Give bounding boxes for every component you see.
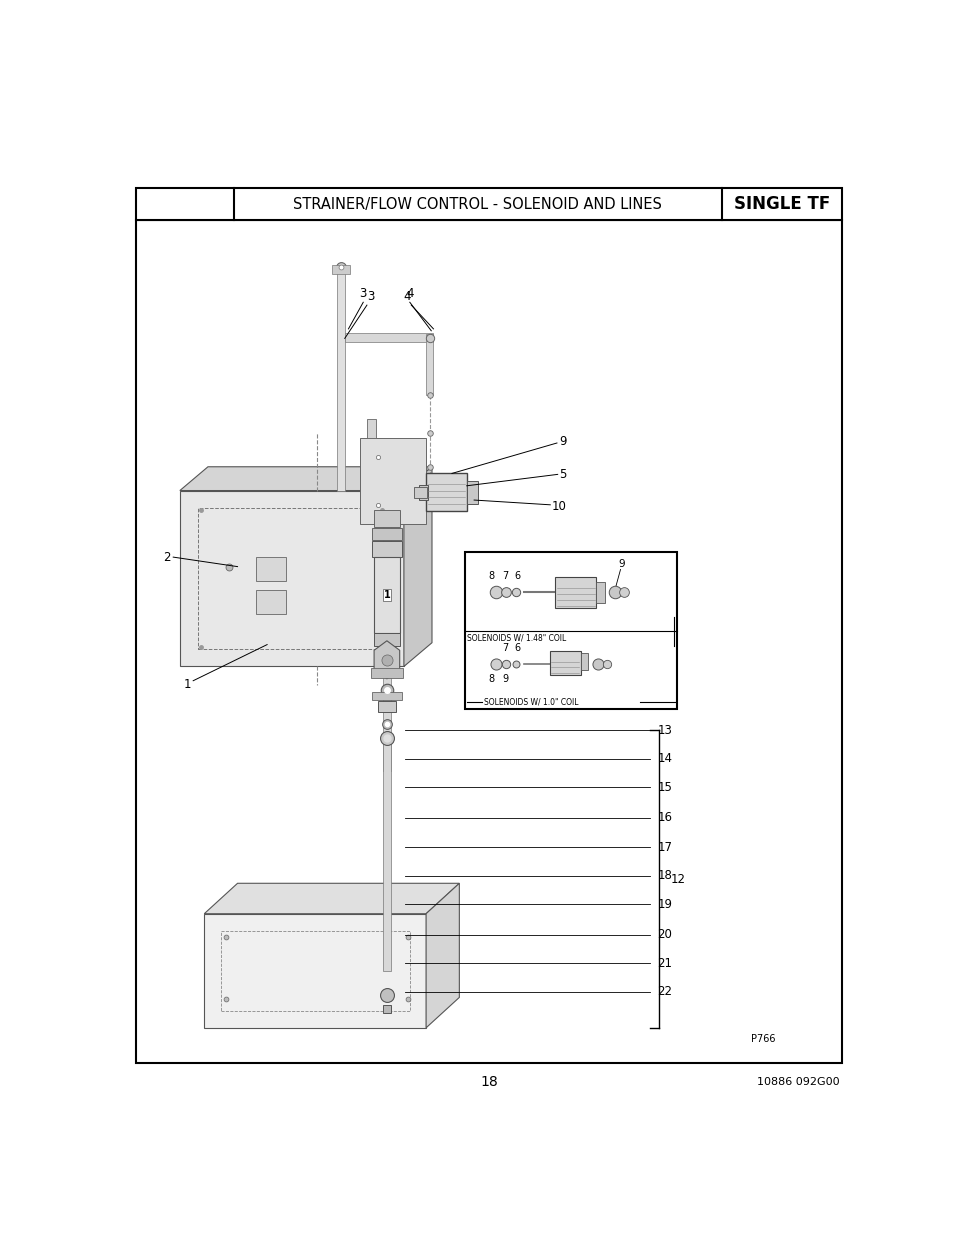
Bar: [359, 438, 426, 524]
Bar: [374, 557, 399, 634]
Text: 10886 092G00: 10886 092G00: [757, 1077, 840, 1087]
Bar: [426, 333, 433, 395]
Bar: [198, 508, 385, 650]
Bar: [413, 487, 426, 498]
Bar: [135, 188, 841, 221]
Text: 7: 7: [501, 571, 508, 580]
Polygon shape: [426, 883, 459, 1028]
Bar: [255, 590, 285, 614]
Bar: [180, 490, 403, 667]
Bar: [332, 266, 350, 274]
Bar: [255, 557, 285, 580]
Bar: [370, 668, 403, 678]
Text: 1: 1: [183, 678, 191, 692]
Text: 7: 7: [501, 643, 508, 653]
Text: 18: 18: [479, 1074, 497, 1089]
Text: 5: 5: [558, 468, 566, 480]
Text: 13: 13: [657, 724, 672, 737]
Bar: [372, 541, 401, 557]
Text: 9: 9: [618, 558, 624, 568]
Text: SOLENOIDS W/ 1.48" COIL: SOLENOIDS W/ 1.48" COIL: [466, 634, 565, 642]
Bar: [204, 914, 426, 1028]
Bar: [372, 527, 401, 540]
Bar: [383, 742, 390, 971]
Text: 14: 14: [657, 752, 672, 766]
Text: SINGLE TF: SINGLE TF: [733, 195, 829, 214]
Bar: [596, 582, 604, 603]
Bar: [372, 692, 401, 700]
Text: 17: 17: [657, 841, 672, 853]
Bar: [377, 700, 395, 713]
Text: 12: 12: [670, 872, 685, 885]
Bar: [135, 221, 841, 1063]
Text: 1: 1: [383, 590, 390, 600]
Text: 6: 6: [515, 643, 520, 653]
Text: 9: 9: [558, 435, 566, 447]
Bar: [220, 931, 410, 1010]
Bar: [466, 482, 477, 504]
Text: SOLENOIDS W/ 1.0" COIL: SOLENOIDS W/ 1.0" COIL: [483, 698, 578, 706]
Bar: [426, 473, 466, 511]
Polygon shape: [403, 467, 432, 667]
Bar: [344, 332, 433, 342]
Text: 19: 19: [657, 898, 672, 910]
Bar: [367, 419, 375, 438]
Text: 3: 3: [359, 288, 367, 300]
Text: 4: 4: [406, 288, 414, 300]
Bar: [580, 653, 587, 671]
Text: 18: 18: [657, 869, 672, 882]
Text: 21: 21: [657, 957, 672, 969]
Text: P766: P766: [751, 1034, 775, 1044]
Text: 10: 10: [551, 500, 566, 514]
Text: 4: 4: [403, 290, 411, 304]
Bar: [374, 634, 399, 646]
Bar: [383, 514, 390, 771]
Polygon shape: [180, 467, 432, 490]
Text: 8: 8: [488, 674, 495, 684]
Bar: [374, 510, 399, 526]
Text: 9: 9: [501, 674, 508, 684]
Bar: [465, 552, 677, 709]
Bar: [549, 651, 580, 676]
Text: 15: 15: [657, 781, 672, 794]
Text: 16: 16: [657, 811, 672, 824]
Polygon shape: [204, 883, 459, 914]
Bar: [555, 577, 596, 608]
Text: 8: 8: [488, 571, 495, 580]
Text: 22: 22: [657, 986, 672, 998]
Polygon shape: [374, 641, 399, 679]
Text: 6: 6: [515, 571, 520, 580]
Bar: [336, 272, 345, 490]
Text: 3: 3: [367, 290, 374, 304]
Bar: [418, 485, 427, 500]
Text: STRAINER/FLOW CONTROL - SOLENOID AND LINES: STRAINER/FLOW CONTROL - SOLENOID AND LIN…: [294, 196, 661, 212]
Text: 20: 20: [657, 929, 672, 941]
Text: 2: 2: [163, 551, 171, 563]
